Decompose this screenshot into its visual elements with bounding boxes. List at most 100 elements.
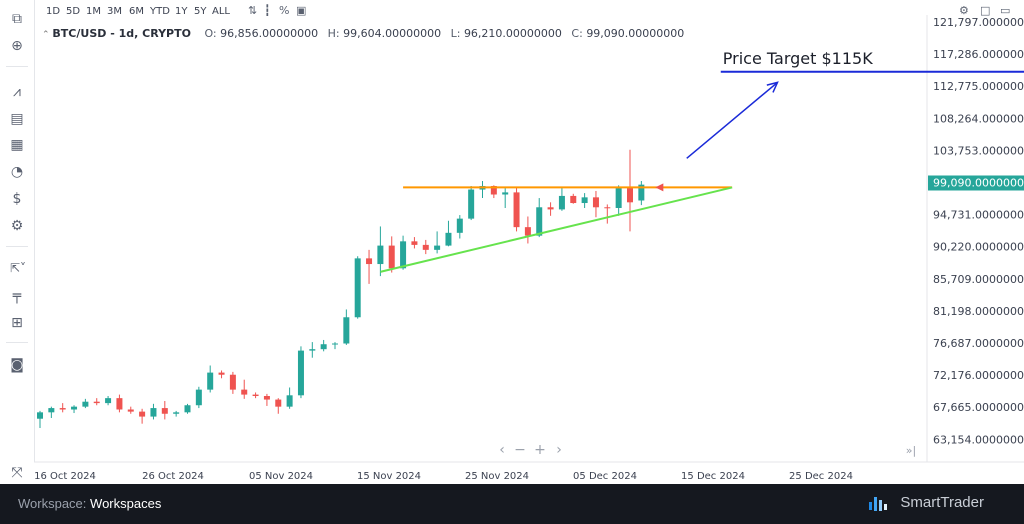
- candle-body: [195, 389, 202, 406]
- price-tick-label: 103,753.00000000: [933, 144, 1024, 157]
- chart-settings-gear-icon[interactable]: ⚙: [959, 4, 969, 17]
- candle-2024-10-14: [37, 410, 43, 428]
- candle-body: [570, 195, 577, 204]
- candle-body: [638, 184, 645, 201]
- candle-body: [422, 244, 429, 250]
- candle-2024-11-17: [422, 239, 429, 255]
- candle-body: [320, 344, 327, 350]
- target-arrow-shaft[interactable]: [686, 81, 778, 159]
- settings-gear-icon[interactable]: ⚙: [10, 218, 24, 234]
- price-tick-label: 108,264.00000000: [933, 112, 1024, 125]
- candle-body: [604, 207, 611, 209]
- current-price-badge: [928, 175, 1024, 191]
- maximize-icon[interactable]: □: [980, 4, 991, 17]
- candle-body: [377, 245, 384, 265]
- candle-2024-10-31: [229, 371, 236, 394]
- time-tick-label: 25 Nov 2024: [465, 471, 529, 482]
- candle-2024-11-04: [275, 398, 282, 414]
- workspace-value: Workspaces: [90, 496, 162, 511]
- price-target-label[interactable]: Price Target $115K: [723, 49, 873, 68]
- calendar-icon[interactable]: ▦: [10, 137, 24, 153]
- price-axis[interactable]: 121,797.00000000 117,286.00000000 112,775.…: [928, 16, 1024, 446]
- candle-body: [207, 372, 214, 390]
- price-chart[interactable]: Price Target $115K 121,797.00000000 117,2…: [0, 0, 1024, 484]
- add-icon[interactable]: ⊕: [11, 38, 23, 54]
- candle-2024-12-05: [627, 149, 633, 232]
- candle-body: [37, 412, 43, 419]
- candle-body: [445, 232, 452, 246]
- candle-2024-11-25: [513, 186, 520, 232]
- screenshot-camera-icon[interactable]: ◙: [10, 357, 24, 373]
- alerts-icon[interactable]: ◔: [10, 164, 24, 180]
- candle-body: [388, 245, 395, 269]
- candle-2024-12-02: [592, 190, 599, 218]
- measure-tool-icon[interactable]: ⊞: [11, 315, 23, 331]
- cursor-tool-icon[interactable]: ⇱˅: [9, 261, 27, 275]
- candles-icon[interactable]: ┇: [264, 4, 271, 17]
- candle-2024-10-27: [184, 403, 191, 414]
- timeframe-all[interactable]: ALL: [212, 6, 230, 17]
- layouts-icon[interactable]: ⧉: [12, 11, 22, 27]
- compare-icon[interactable]: ⇅: [248, 4, 258, 17]
- target-arrow-head: [766, 81, 779, 93]
- symbol-caret-icon[interactable]: ⌃: [42, 30, 53, 40]
- fullscreen-icon[interactable]: ⤧: [11, 465, 23, 481]
- symbol-name[interactable]: BTC/USD - 1d, CRYPTO: [52, 27, 191, 40]
- price-tick-label: 76,687.00000000: [933, 337, 1024, 350]
- candle-body: [456, 218, 463, 233]
- indicators-icon[interactable]: ⩘: [13, 84, 21, 100]
- top-toolbar: 1D 5D 1M 3M 6M YTD 1Y 5Y ALL ⇅ ┇ % ▣ ⚙ □…: [34, 0, 1024, 24]
- templates-icon[interactable]: ▤: [10, 111, 24, 127]
- sidebar-divider: [6, 66, 28, 67]
- reset-scroll-icon[interactable]: »|: [906, 444, 916, 457]
- candle-2024-11-19: [445, 220, 452, 247]
- price-marker-icon: [655, 183, 664, 192]
- time-axis[interactable]: 16 Oct 2024 26 Oct 2024 05 Nov 2024 15 Nov …: [34, 471, 853, 482]
- candle-2024-11-24: [502, 188, 509, 208]
- scroll-right-icon[interactable]: ›: [556, 442, 562, 458]
- time-tick-label: 15 Nov 2024: [357, 471, 421, 482]
- candle-2024-11-11: [354, 256, 361, 319]
- price-tick-label: 99,090.00000000: [933, 177, 1024, 190]
- candle-2024-10-28: [195, 386, 202, 409]
- candle-body: [343, 317, 350, 344]
- candle-2024-11-28: [547, 202, 554, 216]
- candle-2024-11-26: [524, 216, 531, 244]
- candle-body: [592, 197, 599, 208]
- zoom-in-icon[interactable]: +: [534, 442, 546, 458]
- price-tick-label: 63,154.00000000: [933, 433, 1024, 446]
- candle-body: [354, 258, 361, 318]
- price-tick-label: 67,665.00000000: [933, 401, 1024, 414]
- candle-2024-11-10: [343, 309, 350, 345]
- close-panel-icon[interactable]: ▭: [1000, 4, 1011, 17]
- support-trendline[interactable]: [380, 186, 733, 273]
- zoom-out-icon[interactable]: −: [514, 442, 526, 458]
- log-scale-icon[interactable]: ▣: [296, 4, 307, 17]
- timeframe-1m[interactable]: 1M: [86, 6, 101, 17]
- workspace-selector[interactable]: Workspace: Workspaces: [18, 496, 161, 511]
- candle-body: [502, 192, 509, 195]
- scroll-left-icon[interactable]: ‹: [499, 442, 505, 458]
- candle-body: [150, 408, 157, 417]
- candle-2024-12-06: [638, 181, 645, 206]
- percent-icon[interactable]: %: [279, 4, 290, 17]
- candle-2024-11-12: [366, 249, 373, 284]
- trendline-tool-icon[interactable]: ╤: [12, 288, 22, 304]
- candle-2024-11-27: [536, 198, 543, 238]
- timeframe-ytd[interactable]: YTD: [150, 6, 170, 17]
- candle-2024-10-21: [116, 394, 123, 413]
- timeframe-5y[interactable]: 5Y: [194, 6, 207, 17]
- dollar-icon[interactable]: $: [12, 191, 22, 207]
- timeframe-1d[interactable]: 1D: [46, 6, 61, 17]
- candle-body: [411, 241, 418, 245]
- timeframe-3m[interactable]: 3M: [107, 6, 122, 17]
- candle-body: [547, 207, 554, 210]
- candle-2024-11-22: [479, 181, 486, 199]
- timeframe-6m[interactable]: 6M: [129, 6, 144, 17]
- timeframe-1y[interactable]: 1Y: [175, 6, 188, 17]
- timeframe-5d[interactable]: 5D: [66, 6, 81, 17]
- candle-2024-10-25: [161, 400, 168, 420]
- scroll-controls: ‹ − + › »|: [499, 442, 916, 458]
- candle-2024-11-20: [456, 215, 463, 239]
- candle-body: [615, 188, 622, 208]
